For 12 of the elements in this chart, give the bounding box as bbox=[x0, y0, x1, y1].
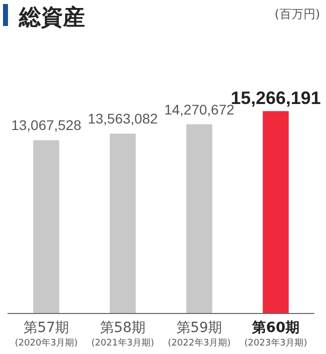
bar bbox=[110, 134, 136, 313]
x-tick-label: 第60期 (2023年3月期) bbox=[244, 320, 308, 348]
data-label: 13,067,528 bbox=[11, 117, 82, 134]
bar bbox=[33, 140, 60, 313]
text: (百万円) bbox=[274, 7, 320, 21]
data-label: 13,563,082 bbox=[88, 110, 158, 127]
x-tick-label: 第58期 (2021年3月期) bbox=[91, 320, 154, 348]
chart-title: 総資産 bbox=[18, 4, 85, 30]
x-tick-label: 第57期 (2020年3月期) bbox=[14, 320, 78, 348]
bar bbox=[262, 111, 289, 313]
x-tick-label: 第59期 (2022年3月期) bbox=[168, 320, 231, 348]
bar bbox=[186, 124, 212, 313]
